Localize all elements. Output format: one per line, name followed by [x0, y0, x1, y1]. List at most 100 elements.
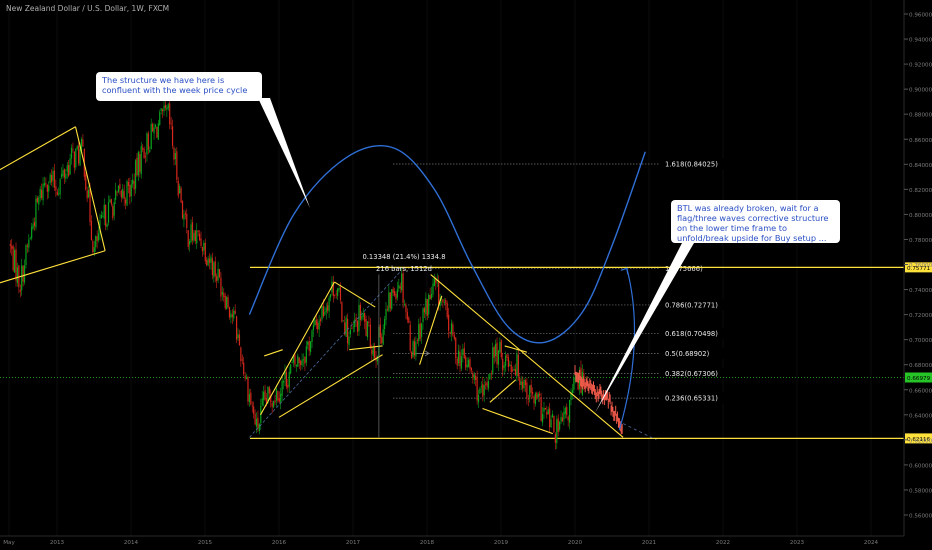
time-tick-label: 2024	[864, 540, 879, 546]
candle-body	[322, 306, 324, 317]
price-tick-label: 0.90000	[909, 88, 932, 94]
candle-body	[287, 384, 289, 388]
breakout-callout-pointer	[595, 243, 694, 413]
candle-body	[351, 327, 353, 329]
candle-body	[531, 392, 534, 395]
candle-body	[527, 398, 529, 400]
cycle-note-callout[interactable]: The structure we have here is confluent …	[96, 72, 262, 101]
candle-body	[268, 387, 270, 394]
candle-body	[164, 104, 167, 108]
candle-body	[117, 185, 120, 192]
candle-body	[345, 317, 347, 337]
candle-body	[201, 247, 204, 252]
fib-level-label: 0.786(0.72771)	[665, 301, 718, 309]
pattern-line-rising-wedge[interactable]	[278, 354, 383, 418]
candle-body	[157, 123, 159, 140]
measure-diagonal[interactable]	[249, 270, 402, 438]
candle-body	[406, 312, 408, 320]
candle-body	[69, 158, 71, 175]
candle-body	[435, 278, 437, 284]
price-tick-label: 0.76000	[909, 263, 932, 269]
candle-body	[494, 343, 497, 357]
candle-body	[12, 246, 14, 271]
current-price-badge	[905, 372, 932, 383]
candle-body	[369, 324, 371, 348]
candle-body	[228, 307, 231, 318]
candle-body	[563, 411, 565, 420]
candle-body	[422, 308, 424, 323]
price-tick-label: 0.96000	[909, 13, 932, 19]
pattern-line-wedge-top[interactable]	[349, 345, 383, 351]
candle-body	[409, 324, 411, 351]
pattern-line-flag-2019[interactable]	[489, 379, 517, 403]
candle-body	[443, 302, 445, 303]
candle-body	[403, 304, 406, 305]
candle-body	[448, 314, 450, 331]
candle-body	[524, 380, 527, 386]
candle-body	[113, 201, 115, 216]
candle-body	[344, 322, 346, 335]
candle-body	[567, 416, 569, 421]
candle-body	[23, 265, 26, 283]
candle-body	[537, 394, 539, 398]
candle-body	[68, 164, 70, 176]
candle-body	[208, 258, 211, 263]
candle-body	[218, 269, 221, 278]
candle-body	[327, 305, 329, 311]
pattern-line-small-pennant[interactable]	[264, 349, 283, 357]
breakout-note-callout[interactable]: BTL was already broken, wait for a flag/…	[671, 200, 840, 243]
horizontal-levels[interactable]: 0.62116 0.75771 0.66979	[0, 262, 932, 444]
pattern-line-early-channel[interactable]	[0, 126, 76, 180]
candle-body	[304, 356, 306, 364]
candle-body	[139, 154, 141, 173]
candle-body	[250, 392, 252, 405]
candle-body	[309, 341, 312, 352]
candle-body	[541, 414, 544, 423]
candle-body	[52, 171, 54, 181]
candle-body	[100, 214, 102, 219]
candle-body	[204, 242, 206, 262]
candle-body	[503, 365, 505, 369]
candle-body	[534, 393, 537, 405]
candle-body	[99, 220, 101, 234]
candle-body	[80, 139, 83, 151]
price-axis[interactable]: 0.96000 0.94000 0.92000 0.90000 0.88000 0.860…	[903, 0, 932, 536]
candle-body	[127, 181, 130, 186]
price-tick-label: 0.58000	[909, 488, 932, 494]
candle-body	[332, 281, 334, 296]
pattern-lines[interactable]	[0, 126, 657, 441]
pattern-line-flag-2018[interactable]	[419, 295, 443, 365]
candle-body	[314, 319, 316, 326]
candle-body	[186, 213, 188, 228]
candle-body	[90, 220, 93, 241]
pattern-line-early-channel[interactable]	[0, 250, 106, 285]
candle-body	[449, 331, 451, 334]
price-cycle-curve[interactable]	[248, 145, 646, 344]
pattern-line-flag-2019[interactable]	[504, 345, 528, 353]
candle-body	[244, 375, 246, 379]
price-tick-label: 0.74000	[909, 288, 932, 294]
candle-body	[213, 262, 215, 278]
measure-tool[interactable]: 0.13348 (21.4%) 1334.8 216 bars, 1512d	[249, 253, 446, 438]
candle-body	[399, 286, 401, 289]
candle-body	[235, 316, 238, 340]
candle-body	[75, 148, 77, 168]
candle-body	[361, 316, 363, 320]
candle-body	[223, 292, 225, 298]
pattern-line-falling-wedge[interactable]	[430, 274, 624, 438]
candle-body	[493, 346, 495, 358]
candle-body	[105, 205, 107, 227]
pattern-line-early-channel[interactable]	[74, 126, 106, 251]
candle-body	[48, 185, 50, 192]
candle-body	[533, 396, 535, 404]
candle-body	[265, 398, 268, 404]
candle-body	[181, 201, 184, 219]
candle-body	[362, 313, 364, 317]
pattern-line-rising-wedge[interactable]	[260, 281, 335, 416]
candle-body	[184, 213, 186, 215]
pattern-line-falling-wedge[interactable]	[482, 408, 553, 435]
candle-body	[207, 258, 209, 266]
time-axis[interactable]: May 2013 2014 2015 2016 2017 2018 2019 2020 2021 2…	[0, 535, 904, 546]
fibonacci-levels[interactable]: 1.618(0.84025) 1(0.75666) 0.786(0.72771) 0.…	[393, 158, 736, 404]
pattern-line-rising-wedge[interactable]	[334, 281, 376, 308]
